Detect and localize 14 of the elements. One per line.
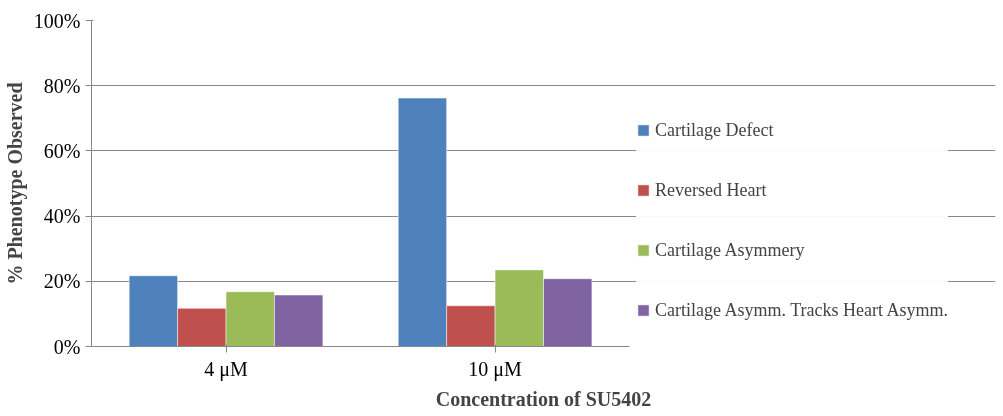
- y-tick-label: 80%: [43, 74, 81, 97]
- y-tick-label: 0%: [53, 335, 81, 358]
- y-tick-label: 20%: [43, 270, 81, 293]
- legend-label: Cartilage Asymm. Tracks Heart Asymm.: [655, 299, 948, 321]
- y-tick-label: 40%: [43, 205, 81, 228]
- x-tick-label: 4 μM: [204, 357, 248, 381]
- y-tick-label: 60%: [43, 139, 81, 162]
- legend-label: Cartilage Asymmery: [655, 239, 805, 261]
- x-tick-label: 10 μM: [468, 357, 523, 381]
- legend-label: Reversed Heart: [655, 179, 767, 201]
- y-tick-label: 100%: [33, 9, 81, 32]
- x-axis-title: Concentration of SU5402: [435, 387, 652, 410]
- y-axis-title: % Phenotype Observed: [3, 82, 27, 285]
- legend-label: Cartilage Defect: [655, 119, 774, 141]
